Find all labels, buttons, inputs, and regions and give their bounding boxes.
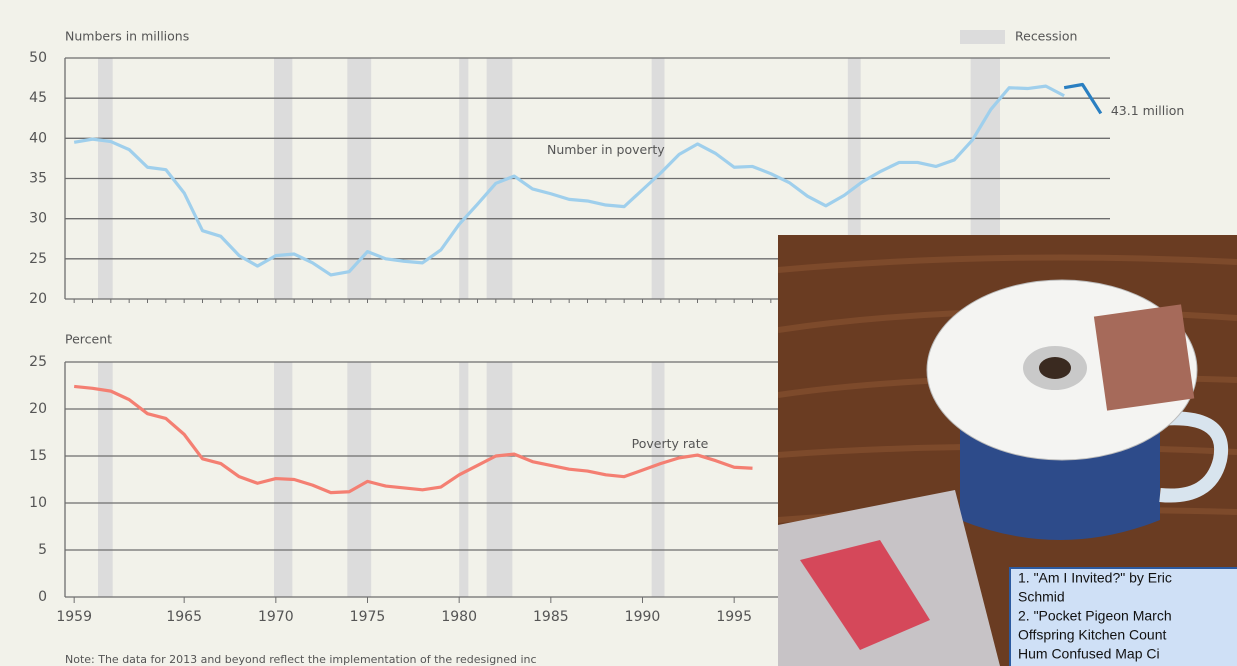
y-tick-label: 15 [29,448,47,464]
track-line: Schmid [1018,589,1065,605]
recession-band [651,362,665,597]
photo-overlay: 1. "Am I Invited?" by Eric Schmid 2. "Pock… [778,235,1237,666]
y-tick-label: 45 [29,90,47,106]
x-tick-label: 1959 [56,609,92,625]
y-tick-label: 30 [29,211,47,227]
mug-handle [1149,411,1229,503]
x-tick-label: 1995 [716,609,752,625]
data-line [73,84,1065,277]
card-picture [800,540,930,650]
y-tick-label: 10 [29,495,47,511]
y-tick-label: 5 [38,542,47,558]
y-tick-label: 25 [29,354,47,370]
track-list: 1. "Am I Invited?" by Eric Schmid 2. "Pock… [1009,567,1237,666]
cd-hole [1039,357,1071,379]
y-tick-label: 0 [38,589,47,605]
x-tick-label: 1975 [350,609,386,625]
y-tick-label: 40 [29,130,47,146]
data-line [1063,82,1103,115]
annotation: Poverty rate [632,436,709,451]
recession-band [98,362,113,597]
y-tick-label: 50 [29,50,47,66]
note: Note: The data for 2013 and beyond refle… [65,653,537,666]
track-line: 2. "Pocket Pigeon March [1018,608,1172,624]
track-line: 1. "Am I Invited?" by Eric [1018,570,1172,586]
legend-label: Recession [1015,29,1077,44]
y-axis-title: Percent [65,332,112,347]
y-tick-label: 20 [29,291,47,307]
x-tick-label: 1970 [258,609,294,625]
recession-band [347,362,372,597]
track-line: Offspring Kitchen Count [1018,627,1166,643]
legend-swatch [960,30,1005,44]
x-tick-label: 1990 [625,609,661,625]
y-tick-label: 35 [29,171,47,187]
y-tick-label: 20 [29,401,47,417]
x-tick-label: 1985 [533,609,569,625]
recession-band [486,362,513,597]
x-tick-label: 1965 [166,609,202,625]
value-label: 43.1 million [1111,103,1184,118]
recession-band [459,362,469,597]
track-line: Hum Confused Map Ci [1018,646,1160,662]
data-line [74,384,753,495]
text-box [1009,567,1237,666]
y-axis-title: Numbers in millions [65,29,189,44]
y-tick-label: 25 [29,251,47,267]
cd-picture [1093,304,1195,411]
annotation: Number in poverty [547,142,665,157]
x-tick-label: 1980 [441,609,477,625]
